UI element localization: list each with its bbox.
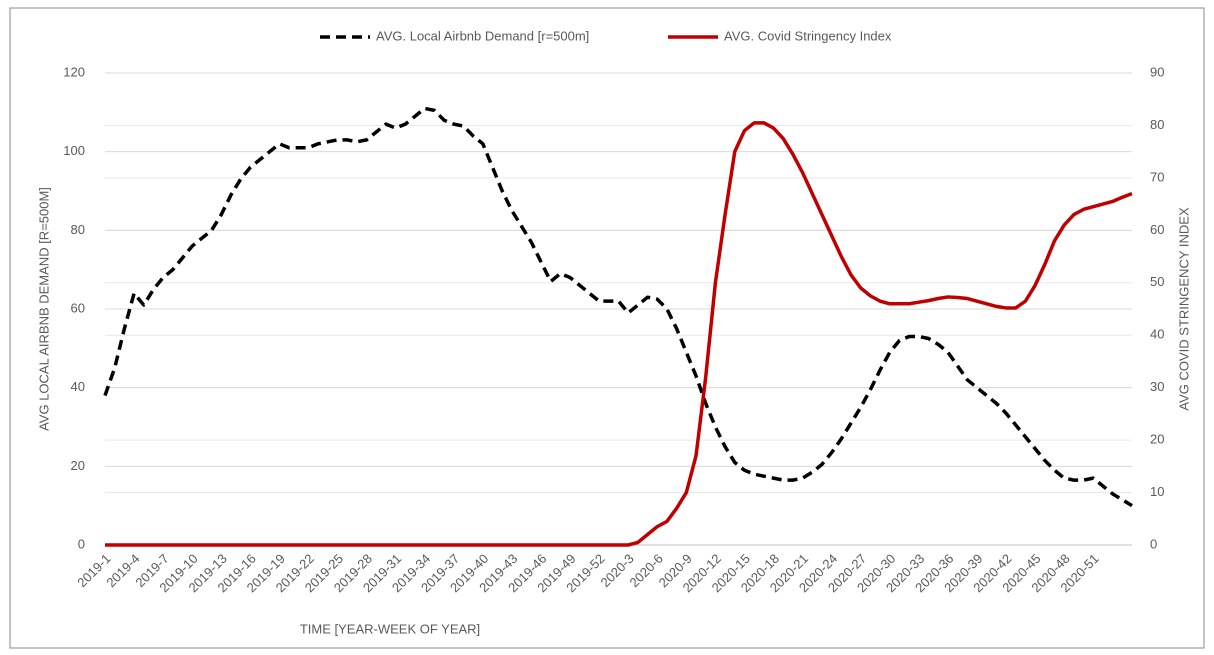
y2-tick-label: 20 bbox=[1150, 432, 1164, 447]
y2-tick-label: 10 bbox=[1150, 484, 1164, 499]
data-line bbox=[105, 121, 1133, 547]
y2-tick-label: 40 bbox=[1150, 327, 1164, 342]
y-tick-label: 60 bbox=[71, 300, 85, 315]
y2-tick-label: 50 bbox=[1150, 274, 1164, 289]
legend-label: AVG. Local Airbnb Demand [r=500m] bbox=[376, 28, 589, 43]
chart-frame bbox=[9, 7, 1205, 649]
y-tick-label: 0 bbox=[78, 536, 85, 551]
y-axis-title: AVG LOCAL AIRBNB DEMAND [R=500M] bbox=[36, 187, 51, 431]
y2-tick-label: 90 bbox=[1150, 64, 1164, 79]
y-tick-label: 120 bbox=[63, 64, 85, 79]
data-line bbox=[103, 106, 1133, 508]
y-tick-label: 20 bbox=[71, 458, 85, 473]
y2-tick-label: 80 bbox=[1150, 117, 1164, 132]
x-axis-title: TIME [YEAR-WEEK OF YEAR] bbox=[300, 621, 480, 636]
y-tick-label: 80 bbox=[71, 222, 85, 237]
y2-tick-label: 0 bbox=[1150, 536, 1157, 551]
y-tick-label: 100 bbox=[63, 143, 85, 158]
y2-tick-label: 60 bbox=[1150, 222, 1164, 237]
y-tick-label: 40 bbox=[71, 379, 85, 394]
legend-label: AVG. Covid Stringency Index bbox=[724, 28, 892, 43]
y2-axis-title: AVG COVID STRINGENCY INDEX bbox=[1176, 207, 1191, 411]
y2-tick-label: 70 bbox=[1150, 169, 1164, 184]
y2-tick-label: 30 bbox=[1150, 379, 1164, 394]
